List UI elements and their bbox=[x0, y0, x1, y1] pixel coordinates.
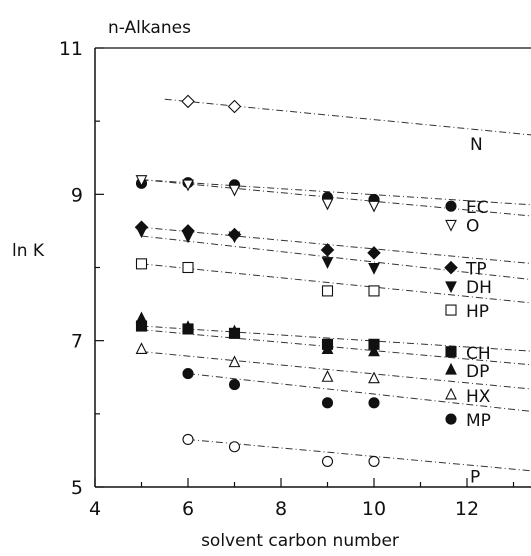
x-tick-label: 10 bbox=[362, 498, 386, 520]
point-p bbox=[323, 456, 333, 466]
legend-marker-ch bbox=[446, 347, 456, 357]
point-dp bbox=[137, 313, 147, 323]
series-label-p: P bbox=[470, 467, 480, 487]
point-p bbox=[230, 442, 240, 452]
y-tick-label: 5 bbox=[71, 477, 83, 499]
x-tick-label: 8 bbox=[275, 498, 287, 520]
x-tick-label: 6 bbox=[182, 498, 194, 520]
legend-marker-dp bbox=[446, 364, 456, 374]
series-label-tp: TP bbox=[465, 260, 487, 280]
point-hp bbox=[369, 286, 379, 296]
legend-marker-dh bbox=[446, 282, 456, 292]
y-tick-label: 7 bbox=[71, 331, 83, 353]
y-tick-label: 11 bbox=[59, 38, 83, 60]
series-label-hp: HP bbox=[466, 302, 489, 322]
series-label-mp: MP bbox=[466, 411, 491, 431]
y-tick-label: 9 bbox=[71, 184, 83, 206]
series-label-ec: EC bbox=[466, 198, 489, 218]
point-mp bbox=[323, 398, 333, 408]
series-label-n: N bbox=[470, 135, 483, 155]
point-mp bbox=[230, 380, 240, 390]
point-hx bbox=[323, 371, 333, 381]
legend-marker-hp bbox=[446, 305, 456, 315]
point-hx bbox=[137, 343, 147, 353]
point-hp bbox=[323, 286, 333, 296]
legend-marker-ec bbox=[446, 201, 456, 211]
x-axis-label: solvent carbon number bbox=[201, 531, 399, 551]
point-p bbox=[183, 434, 193, 444]
point-dh bbox=[369, 264, 379, 274]
point-dh bbox=[137, 227, 147, 237]
series-label-dh: DH bbox=[466, 278, 492, 298]
point-o bbox=[230, 185, 240, 195]
x-tick-label: 12 bbox=[455, 498, 479, 520]
series-label-dp: DP bbox=[466, 362, 489, 382]
legend-marker-hx bbox=[446, 389, 456, 399]
point-o bbox=[323, 199, 333, 209]
point-hp bbox=[137, 259, 147, 269]
chart-title: n-Alkanes bbox=[108, 18, 191, 38]
legend-marker-mp bbox=[446, 414, 456, 424]
point-n bbox=[182, 95, 194, 107]
point-hp bbox=[183, 263, 193, 273]
point-mp bbox=[183, 369, 193, 379]
series-label-o: O bbox=[466, 216, 479, 236]
x-tick-label: 4 bbox=[89, 498, 101, 520]
point-n bbox=[229, 101, 241, 113]
point-p bbox=[369, 456, 379, 466]
y-axis-label: ln K bbox=[12, 241, 45, 261]
point-mp bbox=[369, 398, 379, 408]
series-label-ch: CH bbox=[466, 344, 491, 364]
point-o bbox=[369, 201, 379, 211]
point-tp bbox=[322, 244, 334, 256]
legend-marker-tp bbox=[445, 262, 457, 274]
legend-marker-o bbox=[446, 220, 456, 230]
point-hx bbox=[230, 357, 240, 367]
point-hx bbox=[369, 373, 379, 383]
series-label-hx: HX bbox=[466, 387, 491, 407]
point-dh bbox=[323, 258, 333, 268]
